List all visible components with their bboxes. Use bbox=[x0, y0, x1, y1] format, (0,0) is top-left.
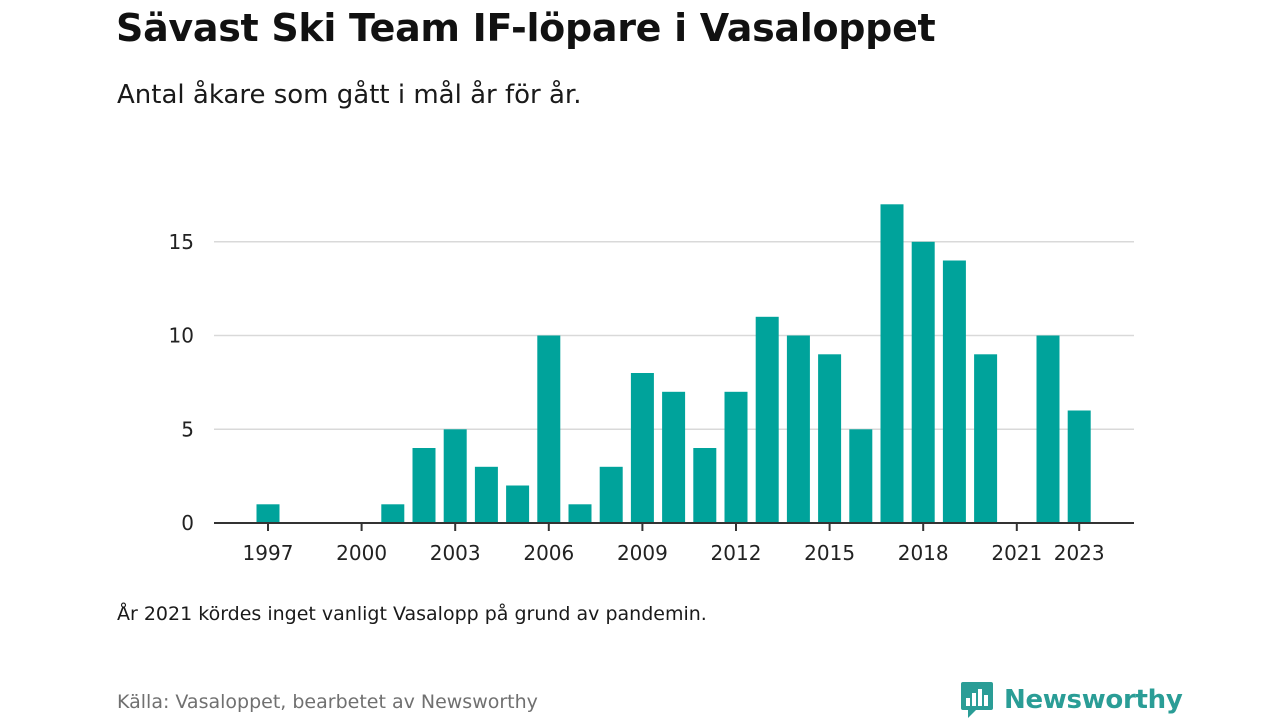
bar-2023 bbox=[1067, 410, 1091, 523]
x-tick-label: 2006 bbox=[523, 541, 574, 565]
bar-2017 bbox=[880, 204, 904, 524]
bar-2008 bbox=[599, 466, 623, 524]
y-tick-label: 5 bbox=[181, 417, 194, 441]
chart-title: Sävast Ski Team IF-löpare i Vasaloppet bbox=[116, 6, 936, 50]
bar-chart: 0 5 10 15 1997 2000 2003 2006 2009 2012 2015 2018 20… bbox=[169, 204, 1134, 565]
x-tick-label: 1997 bbox=[243, 541, 294, 565]
chart-subtitle: Antal åkare som gått i mål år för år. bbox=[117, 80, 582, 110]
bar-2019 bbox=[942, 260, 966, 523]
bars bbox=[256, 204, 1091, 524]
bar-2002 bbox=[412, 448, 436, 523]
bar-2020 bbox=[974, 354, 998, 524]
y-tick-label: 15 bbox=[169, 230, 194, 254]
bar-2001 bbox=[381, 504, 405, 524]
bar-2007 bbox=[568, 504, 592, 524]
footnote: År 2021 kördes inget vanligt Vasalopp på… bbox=[117, 603, 707, 625]
bar-2013 bbox=[755, 316, 779, 524]
x-tick-label: 2012 bbox=[711, 541, 762, 565]
bar-2018 bbox=[911, 241, 935, 524]
bar-2006 bbox=[537, 335, 561, 523]
bar-chart-speech-bubble-icon bbox=[961, 682, 993, 718]
x-tick-label: 2000 bbox=[336, 541, 387, 565]
brand-name: Newsworthy bbox=[1004, 685, 1183, 715]
bar-2011 bbox=[693, 448, 717, 523]
bar-2012 bbox=[724, 391, 748, 524]
x-tick-label: 2003 bbox=[430, 541, 481, 565]
x-tick-label: 2021 bbox=[991, 541, 1042, 565]
bar-2009 bbox=[630, 373, 654, 523]
bar-2022 bbox=[1036, 335, 1060, 523]
source-text: Källa: Vasaloppet, bearbetet av Newswort… bbox=[117, 691, 538, 713]
bar-1997 bbox=[256, 504, 280, 524]
x-tick-label: 2023 bbox=[1054, 541, 1105, 565]
y-tick-label: 10 bbox=[169, 324, 194, 348]
bar-2015 bbox=[818, 354, 842, 524]
x-tick-label: 2009 bbox=[617, 541, 668, 565]
x-tick-label: 2015 bbox=[804, 541, 855, 565]
bar-2004 bbox=[474, 466, 498, 524]
bar-2014 bbox=[786, 335, 810, 523]
bar-2005 bbox=[506, 485, 530, 523]
axes: 0 5 10 15 1997 2000 2003 2006 2009 2012 2015 2018 20… bbox=[169, 230, 1134, 565]
brand-logo: Newsworthy bbox=[960, 681, 1183, 719]
y-tick-label: 0 bbox=[181, 511, 194, 535]
x-tick-label: 2018 bbox=[898, 541, 949, 565]
bar-2003 bbox=[443, 429, 467, 524]
bar-2010 bbox=[662, 391, 686, 524]
bar-2016 bbox=[849, 429, 873, 524]
